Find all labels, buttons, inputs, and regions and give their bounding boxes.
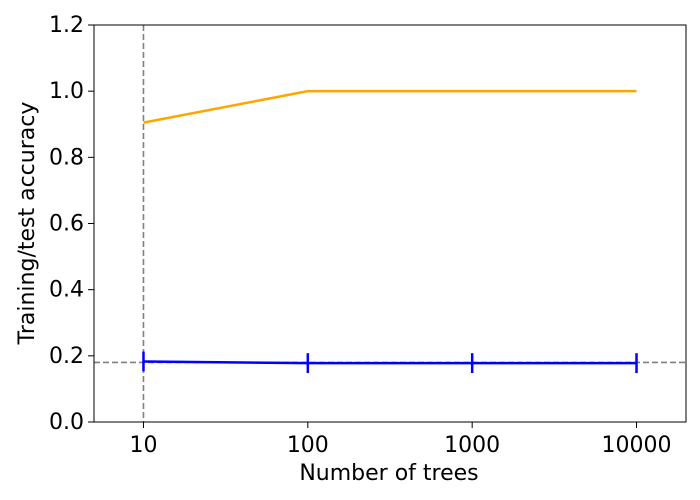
x-tick-label: 10000 bbox=[602, 433, 672, 458]
series-line bbox=[143, 89, 637, 124]
y-tick-label: 0.4 bbox=[49, 278, 84, 303]
plot-frame bbox=[93, 24, 687, 423]
x-tick-label: 1000 bbox=[444, 433, 500, 458]
series-line bbox=[143, 360, 637, 365]
y-tick-label: 0.0 bbox=[49, 410, 84, 435]
x-tick-label: 100 bbox=[287, 433, 329, 458]
x-tick-label: 10 bbox=[129, 433, 157, 458]
y-tick-label: 0.2 bbox=[49, 344, 84, 369]
y-tick-label: 0.8 bbox=[49, 145, 84, 170]
y-tick-label: 1.2 bbox=[49, 13, 84, 38]
x-axis-label: Number of trees bbox=[299, 461, 478, 486]
y-axis-label: Training/test accuracy bbox=[15, 102, 40, 346]
y-tick-label: 1.0 bbox=[49, 79, 84, 104]
y-tick-label: 0.6 bbox=[49, 212, 84, 237]
